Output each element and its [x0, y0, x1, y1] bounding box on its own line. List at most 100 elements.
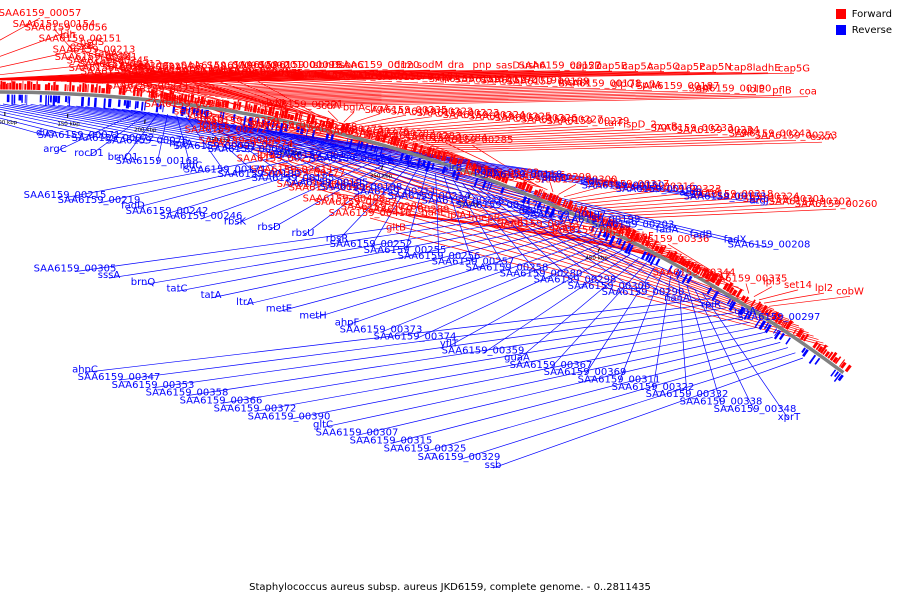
- forward-gene-block: [844, 364, 852, 373]
- reverse-gene-label: fadA: [656, 224, 679, 235]
- reverse-gene-block: [473, 177, 479, 187]
- reverse-label-line: [186, 312, 735, 396]
- forward-gene-block: [163, 92, 167, 100]
- forward-gene-label: SAA6159_00277: [263, 168, 346, 179]
- forward-gene-block: [680, 258, 686, 266]
- forward-gene-block: [699, 267, 706, 276]
- reverse-gene-label: SAA6159_00373: [340, 324, 423, 335]
- forward-gene-block: [691, 263, 697, 272]
- forward-gene-block: [381, 133, 387, 143]
- forward-label-line: [90, 72, 769, 84]
- reverse-gene-block: [125, 100, 130, 109]
- forward-gene-block: [221, 99, 224, 108]
- reverse-label-line: [390, 342, 781, 444]
- forward-gene-label: coa: [799, 87, 817, 98]
- forward-gene-label: sbnD: [313, 60, 339, 71]
- reverse-gene-label: SAA6159_00217: [456, 200, 539, 211]
- reverse-gene-label: SAA6159_00347: [78, 372, 161, 383]
- forward-gene-label: rihA: [162, 63, 182, 74]
- forward-gene-block: [168, 89, 173, 100]
- reverse-gene-label: SAA6159_00214: [388, 191, 471, 202]
- forward-gene-label: SAA6159_00279: [237, 154, 320, 165]
- forward-gene-label: SAA6159_00283: [379, 131, 462, 142]
- forward-gene-label: lplA1: [447, 210, 472, 221]
- scale-tick-label: 100 kbp: [0, 120, 18, 126]
- forward-label-line: [215, 86, 549, 97]
- reverse-gene-label: tatC: [167, 283, 188, 294]
- forward-gene-label: SAA6159_00187: [637, 81, 720, 92]
- reverse-gene-block: [54, 95, 58, 103]
- reverse-gene-block: [746, 312, 753, 320]
- reverse-gene-block: [686, 275, 693, 284]
- forward-label-line: [758, 289, 799, 301]
- forward-gene-block: [704, 272, 711, 280]
- forward-gene-block: [36, 81, 38, 90]
- reverse-gene-block: [261, 119, 265, 128]
- forward-gene-block: [283, 108, 289, 119]
- scale-ticks: 100 kbp 150 kbp 200 kbp 250 kbp 300 kbp 350 k…: [0, 112, 608, 261]
- reverse-gene-block: [604, 232, 611, 242]
- forward-label-line: [389, 124, 563, 135]
- forward-label-line: [745, 283, 750, 294]
- reverse-label-line: [0, 104, 250, 153]
- forward-label-line: [343, 112, 355, 123]
- reverse-gene-label: sssA: [98, 270, 121, 281]
- forward-gene-block: [297, 111, 302, 122]
- forward-gene-label: SAA6159_00192: [455, 75, 538, 86]
- forward-gene-label: essA: [162, 96, 186, 107]
- forward-gene-block: [832, 356, 839, 363]
- forward-gene-block: [0, 80, 3, 90]
- reverse-gene-block: [713, 291, 719, 301]
- forward-gene-block: [176, 95, 179, 101]
- forward-gene-block: [553, 195, 559, 204]
- legend-item-forward: Forward: [835, 6, 892, 22]
- forward-gene-label: yukA: [252, 118, 277, 129]
- reverse-label-line: [234, 157, 384, 225]
- reverse-gene-label: SAA6159_00298: [534, 275, 617, 286]
- forward-gene-block: [98, 85, 101, 94]
- forward-gene-block: [829, 351, 838, 361]
- reverse-gene-block: [204, 109, 209, 120]
- forward-label-line: [161, 78, 315, 90]
- forward-gene-block: [84, 83, 87, 93]
- forward-gene-block: [728, 286, 735, 294]
- forward-gene-block: [539, 189, 543, 197]
- legend-label-reverse: Reverse: [851, 24, 892, 36]
- reverse-gene-label: ssb: [485, 460, 502, 471]
- forward-gene-block: [670, 251, 678, 261]
- forward-gene-block: [47, 82, 51, 91]
- forward-gene-label: SAA6159_00375: [705, 274, 788, 285]
- forward-gene-block: [644, 240, 651, 247]
- forward-gene-block: [584, 209, 590, 218]
- reverse-label-line: [302, 162, 401, 236]
- forward-gene-block: [817, 345, 824, 353]
- forward-gene-block: [822, 348, 828, 355]
- forward-gene-block: [387, 138, 391, 145]
- scale-tick-label: 300 kbp: [279, 151, 302, 157]
- forward-gene-block: [200, 96, 205, 105]
- reverse-gene-block: [13, 94, 16, 104]
- reverse-gene-label: SAA6159_00216: [422, 195, 505, 206]
- forward-gene-label: SAA6159_00176: [325, 71, 408, 82]
- forward-gene-block: [482, 165, 489, 176]
- reverse-label-line: [443, 176, 474, 265]
- forward-gene-block: [224, 100, 230, 109]
- reverse-label-line: [118, 302, 719, 381]
- forward-label-line: [239, 145, 800, 327]
- forward-gene-label: sasD: [496, 60, 521, 71]
- reverse-gene-label: ahpC: [72, 364, 98, 375]
- reverse-gene-label: SAA6159_00256: [398, 251, 481, 262]
- forward-gene-block: [178, 94, 181, 102]
- forward-gene-block: [651, 240, 658, 250]
- reverse-label-line: [54, 110, 141, 153]
- forward-label-line: [549, 181, 554, 193]
- forward-gene-block: [430, 147, 435, 158]
- forward-gene-label: SAA6159_00235: [365, 105, 448, 116]
- reverse-gene-label: brnQ1: [108, 152, 139, 163]
- forward-label-line: [753, 286, 773, 298]
- reverse-label-line: [516, 258, 639, 361]
- reverse-label-line: [584, 266, 655, 376]
- reverse-gene-block: [134, 101, 137, 110]
- reverse-gene-label: metH: [299, 310, 326, 321]
